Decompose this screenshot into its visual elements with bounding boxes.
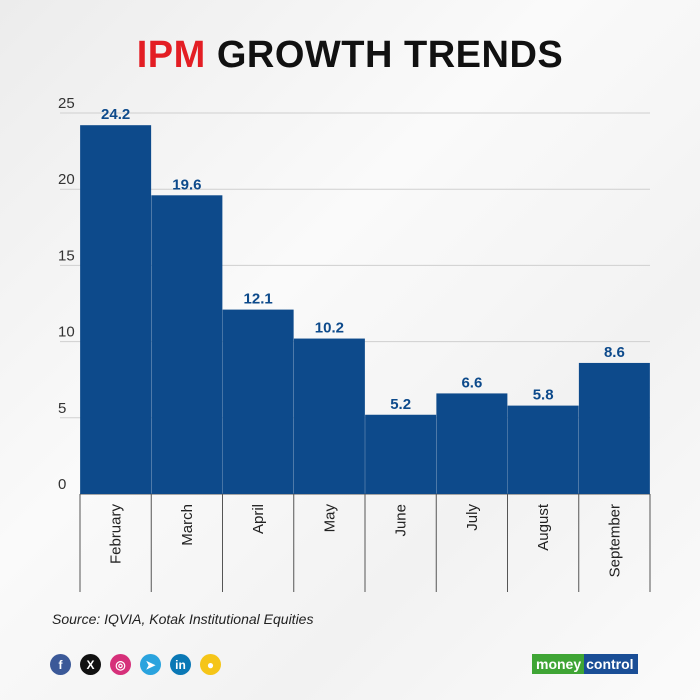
y-tick-label: 25 [58,95,75,112]
data-label: 8.6 [604,344,625,361]
moneycontrol-logo: money control [532,654,638,674]
bar-july [436,393,508,494]
bar-march [151,195,223,494]
logo-part1: money [532,654,585,674]
telegram-icon[interactable]: ➤ [140,654,161,675]
y-tick-label: 5 [58,400,66,417]
data-label: 24.2 [101,106,130,123]
x-tick-label: June [393,504,410,537]
x-icon[interactable]: X [80,654,101,675]
x-tick-label: August [535,503,552,551]
bar-april [222,309,294,494]
title-rest: GROWTH TRENDS [216,34,564,76]
source-note: Source: IQVIA, Kotak Institutional Equit… [52,611,314,627]
instagram-icon[interactable]: ◎ [110,654,131,675]
x-tick-label: July [464,504,481,531]
bar-august [507,405,579,494]
x-tick-label: May [321,504,338,533]
x-tick-label: March [179,504,196,546]
data-label: 19.6 [172,176,201,193]
data-label: 10.2 [315,320,344,337]
x-tick-label: September [606,504,623,577]
y-tick-label: 20 [58,171,75,188]
bar-may [293,338,365,494]
x-tick-label: April [250,504,267,534]
bar-june [365,414,437,494]
linkedin-icon[interactable]: in [170,654,191,675]
koo-icon[interactable]: ● [200,654,221,675]
social-icons: f X ◎ ➤ in ● [50,654,221,675]
data-label: 5.8 [533,387,554,404]
bar-february [80,125,152,494]
y-tick-label: 0 [58,476,66,493]
bar-september [578,362,650,494]
facebook-icon[interactable]: f [50,654,71,675]
y-tick-label: 15 [58,247,75,264]
data-label: 12.1 [244,291,273,308]
x-tick-label: February [108,504,125,565]
data-label: 5.2 [390,396,411,413]
title-highlight: IPM [136,34,206,76]
y-tick-label: 10 [58,324,75,341]
data-label: 6.6 [461,374,482,391]
logo-part2: control [584,654,638,674]
chart-title: IPM GROWTH TRENDS [0,34,700,77]
